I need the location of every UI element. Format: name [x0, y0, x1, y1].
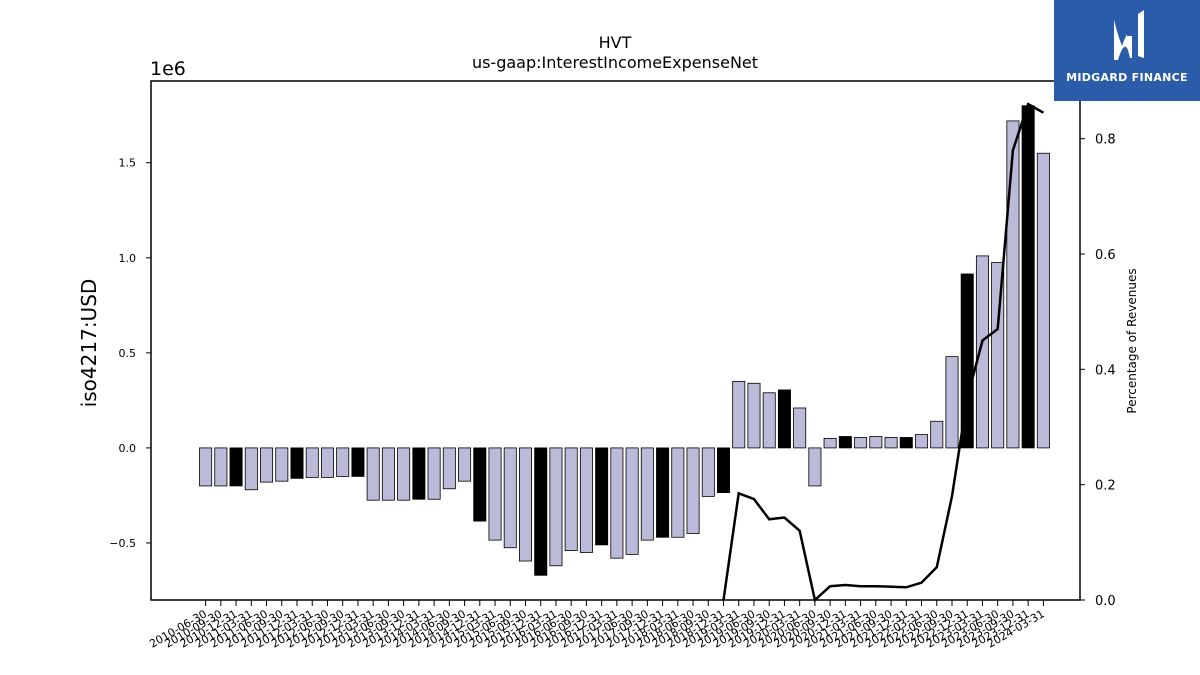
bar-2023-09-30 — [1006, 120, 1020, 449]
bar-2011-06-30 — [260, 447, 274, 483]
bar-2015-03-31 — [488, 447, 502, 541]
bar-2011-09-30 — [275, 447, 289, 482]
y2-axis-label: Percentage of Revenues — [1125, 268, 1139, 413]
bar-2014-06-30 — [442, 447, 456, 490]
bar-2017-03-31 — [610, 447, 624, 559]
bar-2013-03-31 — [366, 447, 380, 501]
bar-2013-12-31 — [412, 447, 426, 500]
bar-2021-06-30 — [869, 436, 883, 449]
bar-2012-12-31 — [351, 447, 365, 477]
bar-2018-09-30 — [701, 447, 715, 497]
plot-frame — [150, 80, 1081, 601]
bar-2019-12-31 — [777, 389, 791, 449]
bar-2017-09-30 — [640, 447, 654, 541]
bar-2013-09-30 — [397, 447, 411, 501]
bar-series — [199, 105, 1050, 576]
line-series — [722, 102, 1045, 603]
y-tick-label: −0.5 — [109, 537, 136, 550]
y2-tick-label: 0.4 — [1095, 363, 1116, 378]
bar-2020-03-31 — [793, 407, 807, 449]
bar-2015-09-30 — [518, 447, 532, 562]
bar-2014-09-30 — [458, 447, 472, 482]
bar-2010-12-31 — [229, 447, 243, 487]
y2-tick-label: 0.2 — [1095, 479, 1116, 494]
bar-2011-03-31 — [244, 447, 258, 491]
bar-2011-12-31 — [290, 447, 304, 479]
bar-2022-12-31 — [960, 273, 974, 449]
y2-tick-label: 0.0 — [1095, 594, 1116, 609]
y-tick-label: 1.5 — [119, 157, 137, 170]
bar-2017-12-31 — [656, 447, 670, 538]
axes: −0.50.00.51.01.50.00.20.40.60.82010-06-3… — [109, 133, 1115, 651]
bar-2022-03-31 — [915, 434, 929, 449]
bar-2014-12-31 — [473, 447, 487, 522]
y-axis-label: iso4217:USD — [77, 279, 101, 408]
bar-2019-03-31 — [732, 380, 746, 449]
bar-2015-06-30 — [503, 447, 517, 549]
bar-2010-09-30 — [214, 447, 228, 487]
bar-2023-06-30 — [991, 262, 1005, 449]
bar-2021-09-30 — [884, 437, 898, 449]
bar-2020-12-31 — [838, 436, 852, 449]
y-tick-label: 0.5 — [119, 347, 137, 360]
bar-2012-09-30 — [336, 447, 350, 477]
logo-text: MIDGARD FINANCE — [1066, 71, 1188, 84]
bar-2016-03-31 — [549, 447, 563, 567]
bar-2012-06-30 — [320, 447, 334, 478]
bar-2018-06-30 — [686, 447, 700, 534]
bar-2015-12-31 — [534, 447, 548, 576]
y-tick-label: 0.0 — [119, 442, 137, 455]
bar-2022-06-30 — [930, 420, 944, 449]
y-offset-label: 1e6 — [150, 58, 186, 80]
chart-subtitle: us-gaap:InterestIncomeExpenseNet — [472, 53, 758, 72]
y2-tick-label: 0.6 — [1095, 248, 1116, 263]
y-tick-label: 1.0 — [119, 252, 137, 265]
bar-2013-06-30 — [381, 447, 395, 501]
chart-title: HVT — [599, 33, 632, 52]
bar-2016-06-30 — [564, 447, 578, 551]
bar-2021-12-31 — [899, 437, 913, 449]
bar-2010-06-30 — [199, 447, 213, 487]
midgard-logo-icon — [1114, 10, 1144, 60]
bar-2018-03-31 — [671, 447, 685, 538]
bar-2016-12-31 — [595, 447, 609, 546]
bar-2016-09-30 — [579, 447, 593, 553]
bar-2020-09-30 — [823, 438, 837, 449]
bar-2021-03-31 — [854, 437, 868, 449]
bar-2020-06-30 — [808, 447, 822, 487]
bar-2012-03-31 — [305, 447, 319, 478]
bar-2023-03-31 — [975, 255, 989, 449]
bar-2019-06-30 — [747, 382, 761, 449]
percentage-line — [722, 102, 1045, 603]
bar-2024-03-31 — [1036, 152, 1050, 449]
midgard-finance-logo: MIDGARD FINANCE — [1054, 0, 1200, 101]
bar-2017-06-30 — [625, 447, 639, 555]
bar-2023-12-31 — [1021, 105, 1035, 449]
bar-2019-09-30 — [762, 392, 776, 449]
bar-2014-03-31 — [427, 447, 441, 500]
bar-2018-12-31 — [717, 447, 731, 493]
bar-2022-09-30 — [945, 356, 959, 449]
y2-tick-label: 0.8 — [1095, 133, 1116, 148]
